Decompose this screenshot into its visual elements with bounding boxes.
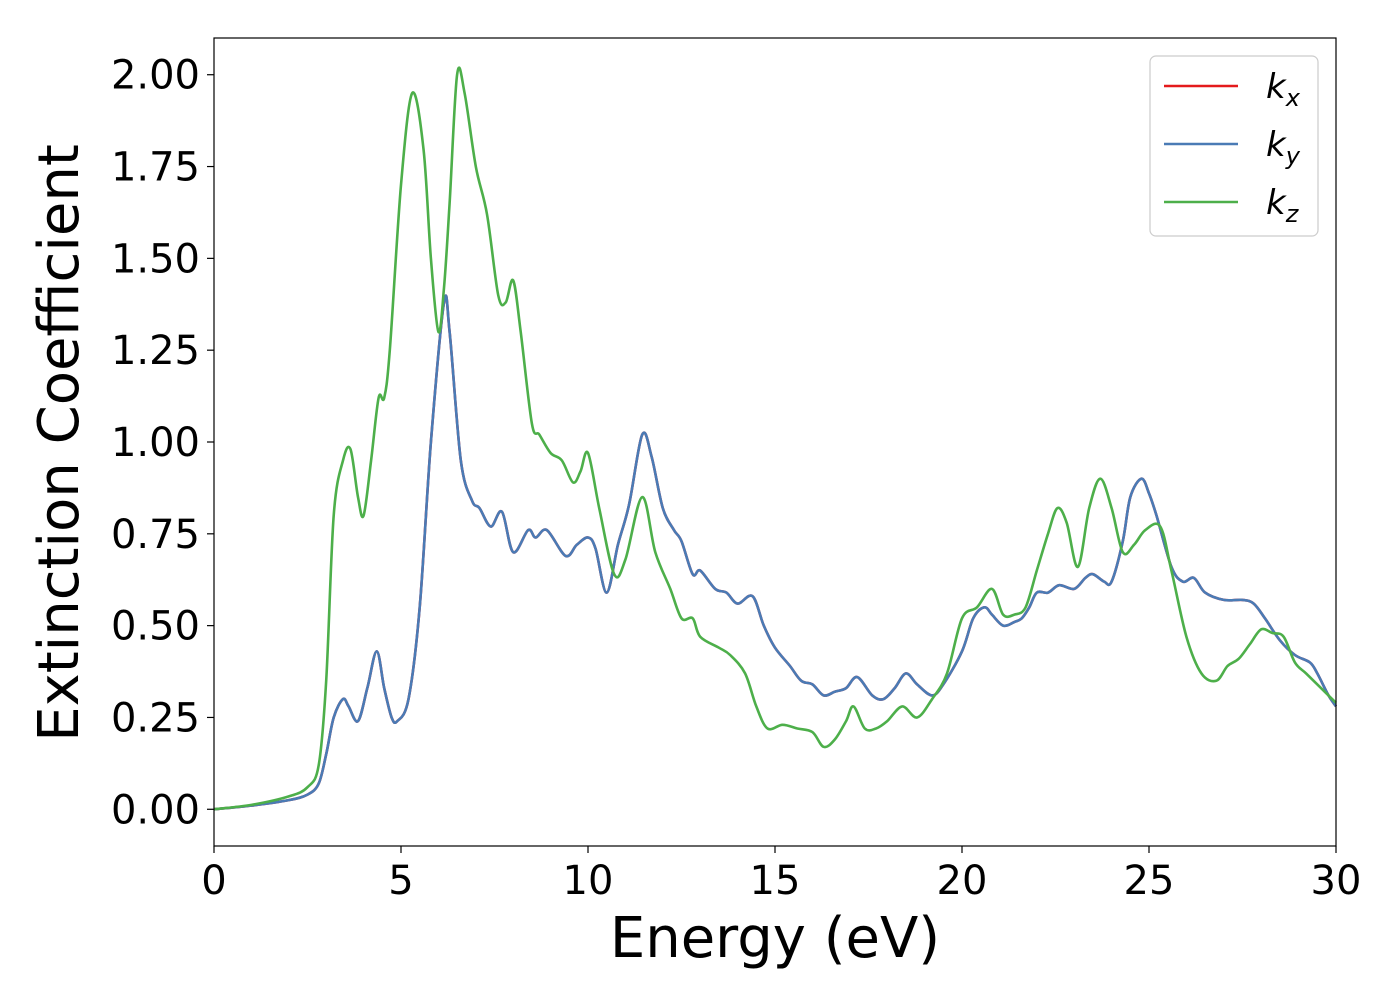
y-tick-label: 0.50 bbox=[111, 604, 200, 650]
x-axis-title: Energy (eV) bbox=[610, 906, 940, 971]
series-line-ky bbox=[213, 294, 1338, 811]
legend-label-kx: kx bbox=[1266, 67, 1301, 112]
y-tick-label: 1.75 bbox=[111, 145, 200, 191]
y-tick-label: 0.00 bbox=[111, 787, 200, 833]
x-tick-label: 5 bbox=[388, 858, 413, 904]
legend: kx ky kz bbox=[1149, 55, 1319, 237]
y-tick-label: 2.00 bbox=[111, 53, 200, 99]
legend-label-kz: kz bbox=[1266, 183, 1300, 228]
y-axis-title: Extinction Coefficient bbox=[27, 144, 92, 742]
legend-box bbox=[1149, 55, 1319, 237]
x-tick-label: 30 bbox=[1311, 858, 1362, 904]
y-axis-ticks: 0.00 0.25 0.50 0.75 1.00 1.25 1.50 1.75 2.00 bbox=[111, 53, 214, 833]
x-tick-label: 20 bbox=[937, 858, 988, 904]
series-line-kz bbox=[213, 66, 1337, 811]
y-tick-label: 1.50 bbox=[111, 236, 200, 282]
x-tick-label: 0 bbox=[201, 858, 226, 904]
x-tick-label: 15 bbox=[750, 858, 801, 904]
y-tick-label: 1.00 bbox=[111, 420, 200, 466]
y-tick-label: 0.25 bbox=[111, 695, 200, 741]
y-tick-label: 0.75 bbox=[111, 512, 200, 558]
y-tick-label: 1.25 bbox=[111, 328, 200, 374]
x-tick-label: 25 bbox=[1124, 858, 1175, 904]
x-axis-ticks: 0 5 10 15 20 25 30 bbox=[201, 846, 1361, 904]
legend-label-ky: ky bbox=[1266, 125, 1301, 170]
x-tick-label: 10 bbox=[563, 858, 614, 904]
series-layer bbox=[213, 66, 1338, 811]
